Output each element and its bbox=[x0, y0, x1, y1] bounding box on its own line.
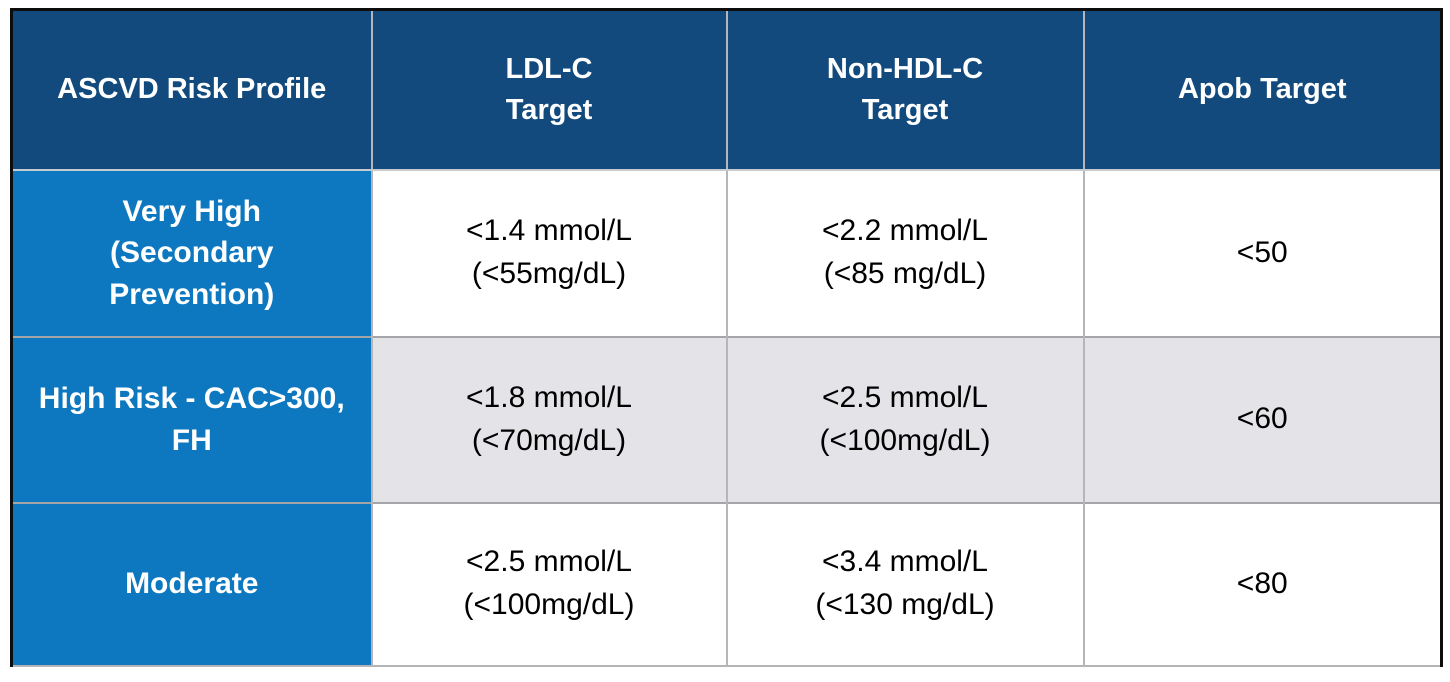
header-row: ASCVD Risk Profile LDL-C Target Non-HDL-… bbox=[11, 9, 1442, 171]
table-row-high-risk: High Risk - CAC>300, FH <1.8 mmol/L (<70… bbox=[11, 335, 1442, 503]
header-apob-target: Apob Target bbox=[1082, 9, 1442, 171]
ascvd-risk-table-container: ASCVD Risk Profile LDL-C Target Non-HDL-… bbox=[10, 8, 1443, 667]
header-ldl-c-target: LDL-C Target bbox=[370, 9, 727, 171]
profile-moderate: Moderate bbox=[11, 501, 372, 666]
moderate-ldl-value: <2.5 mmol/L (<100mg/dL) bbox=[370, 501, 727, 666]
header-non-hdl-c-target: Non-HDL-C Target bbox=[725, 9, 1084, 171]
very-high-apob-value: <50 bbox=[1082, 169, 1442, 337]
very-high-ldl-value: <1.4 mmol/L (<55mg/dL) bbox=[370, 169, 727, 337]
high-risk-nonhdl-value: <2.5 mmol/L (<100mg/dL) bbox=[725, 335, 1084, 503]
profile-high-risk: High Risk - CAC>300, FH bbox=[11, 335, 372, 503]
high-risk-apob-value: <60 bbox=[1082, 335, 1442, 503]
profile-very-high: Very High (Secondary Prevention) bbox=[11, 169, 372, 337]
header-ascvd-risk-profile: ASCVD Risk Profile bbox=[11, 9, 372, 171]
moderate-nonhdl-value: <3.4 mmol/L (<130 mg/dL) bbox=[725, 501, 1084, 666]
table-row-moderate: Moderate <2.5 mmol/L (<100mg/dL) <3.4 mm… bbox=[11, 501, 1442, 666]
moderate-apob-value: <80 bbox=[1082, 501, 1442, 666]
ascvd-risk-table: ASCVD Risk Profile LDL-C Target Non-HDL-… bbox=[10, 8, 1443, 667]
very-high-nonhdl-value: <2.2 mmol/L (<85 mg/dL) bbox=[725, 169, 1084, 337]
high-risk-ldl-value: <1.8 mmol/L (<70mg/dL) bbox=[370, 335, 727, 503]
table-row-very-high: Very High (Secondary Prevention) <1.4 mm… bbox=[11, 169, 1442, 337]
